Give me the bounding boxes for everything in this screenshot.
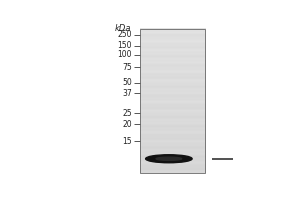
Text: kDa: kDa [115, 24, 132, 33]
Bar [140, 29, 205, 173]
Ellipse shape [156, 157, 182, 160]
Text: 250: 250 [117, 30, 132, 39]
Text: 25: 25 [122, 109, 132, 118]
Text: 100: 100 [117, 50, 132, 59]
Text: 50: 50 [122, 78, 132, 87]
Ellipse shape [146, 155, 192, 163]
Text: 37: 37 [122, 89, 132, 98]
Text: 75: 75 [122, 63, 132, 72]
Text: 20: 20 [122, 120, 132, 129]
Text: 15: 15 [122, 137, 132, 146]
Text: 150: 150 [117, 41, 132, 50]
